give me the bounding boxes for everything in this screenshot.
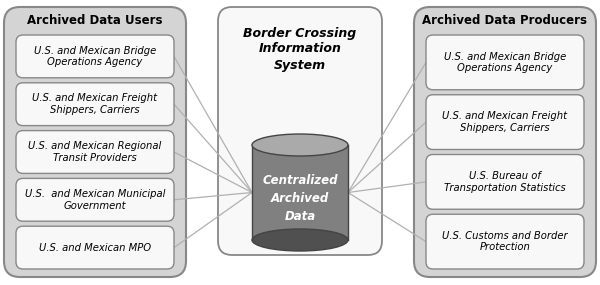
Text: Archived Data Users: Archived Data Users — [27, 13, 163, 27]
Ellipse shape — [252, 229, 348, 251]
Text: Border Crossing
Information
System: Border Crossing Information System — [244, 27, 356, 72]
FancyBboxPatch shape — [16, 226, 174, 269]
FancyBboxPatch shape — [16, 35, 174, 78]
FancyBboxPatch shape — [16, 131, 174, 173]
FancyBboxPatch shape — [218, 7, 382, 255]
Polygon shape — [252, 145, 348, 240]
FancyBboxPatch shape — [426, 95, 584, 150]
Text: U.S. and Mexican Regional
Transit Providers: U.S. and Mexican Regional Transit Provid… — [28, 141, 161, 163]
Text: U.S. and Mexican Freight
Shippers, Carriers: U.S. and Mexican Freight Shippers, Carri… — [32, 93, 157, 115]
Text: U.S. Bureau of
Transportation Statistics: U.S. Bureau of Transportation Statistics — [444, 171, 566, 193]
Text: Archived Data Producers: Archived Data Producers — [422, 13, 587, 27]
Ellipse shape — [252, 134, 348, 156]
Text: U.S. and Mexican Bridge
Operations Agency: U.S. and Mexican Bridge Operations Agenc… — [444, 52, 566, 73]
FancyBboxPatch shape — [16, 178, 174, 221]
Text: U.S. and Mexican Bridge
Operations Agency: U.S. and Mexican Bridge Operations Agenc… — [34, 46, 156, 67]
FancyBboxPatch shape — [426, 154, 584, 209]
Text: U.S. Customs and Border
Protection: U.S. Customs and Border Protection — [442, 231, 568, 253]
FancyBboxPatch shape — [426, 214, 584, 269]
FancyBboxPatch shape — [4, 7, 186, 277]
FancyBboxPatch shape — [16, 83, 174, 126]
FancyBboxPatch shape — [414, 7, 596, 277]
Text: U.S. and Mexican Freight
Shippers, Carriers: U.S. and Mexican Freight Shippers, Carri… — [443, 111, 568, 133]
FancyBboxPatch shape — [426, 35, 584, 90]
Text: U.S. and Mexican MPO: U.S. and Mexican MPO — [39, 243, 151, 253]
Text: Centralized
Archived
Data: Centralized Archived Data — [262, 174, 338, 223]
Text: U.S.  and Mexican Municipal
Government: U.S. and Mexican Municipal Government — [25, 189, 165, 211]
